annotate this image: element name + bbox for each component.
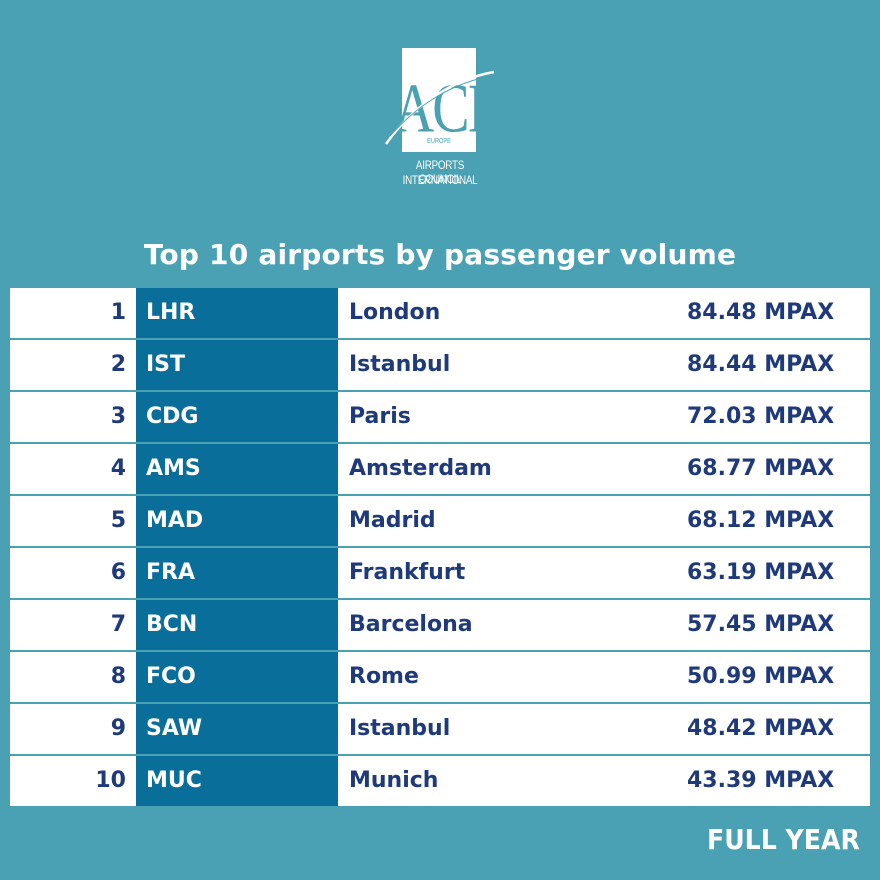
aci-europe-logo: ACI EUROPE AIRPORTS COUNCIL INTERNATIONA… xyxy=(384,44,496,194)
rank-cell: 5 xyxy=(110,508,126,533)
table-row: 5 MAD Madrid 68.12 MPAX xyxy=(10,496,870,546)
city-cell: Paris xyxy=(349,404,411,429)
logo-mark-text: ACI xyxy=(394,70,485,147)
code-cell: FCO xyxy=(136,652,338,702)
aci-logo-mark-icon: ACI xyxy=(384,70,495,147)
pax-cell: 84.48 MPAX xyxy=(687,300,835,325)
logo-box xyxy=(402,48,476,152)
city-cell: Frankfurt xyxy=(349,560,466,585)
code-cell: BCN xyxy=(136,600,338,650)
code-cell: AMS xyxy=(136,444,338,494)
code-cell: IST xyxy=(136,340,338,390)
page-title: Top 10 airports by passenger volume xyxy=(143,238,737,271)
logo-org-line1: AIRPORTS COUNCIL xyxy=(415,158,465,186)
airports-table: 1 LHR London 84.48 MPAX 2 IST Istanbul 8… xyxy=(10,288,870,808)
pax-cell: 84.44 MPAX xyxy=(687,352,835,377)
rank-cell: 10 xyxy=(95,768,126,793)
pax-cell: 43.39 MPAX xyxy=(687,768,835,793)
table-row: 10 MUC Munich 43.39 MPAX xyxy=(10,756,870,806)
rank-cell: 1 xyxy=(110,300,126,325)
city-cell: Amsterdam xyxy=(349,456,492,481)
pax-cell: 68.77 MPAX xyxy=(687,456,835,481)
logo-region: EUROPE xyxy=(427,138,451,145)
logo-org-line2: INTERNATIONAL xyxy=(402,173,478,187)
rank-cell: 7 xyxy=(110,612,126,637)
code-cell: LHR xyxy=(136,288,338,338)
table-row: 7 BCN Barcelona 57.45 MPAX xyxy=(10,600,870,650)
code-cell: MAD xyxy=(136,496,338,546)
table-row: 9 SAW Istanbul 48.42 MPAX xyxy=(10,704,870,754)
city-cell: London xyxy=(349,300,441,325)
pax-cell: 63.19 MPAX xyxy=(687,560,835,585)
rank-cell: 3 xyxy=(110,404,126,429)
table-row: 3 CDG Paris 72.03 MPAX xyxy=(10,392,870,442)
pax-cell: 68.12 MPAX xyxy=(687,508,835,533)
table-row: 1 LHR London 84.48 MPAX xyxy=(10,288,870,338)
code-cell: MUC xyxy=(136,756,338,806)
table-row: 4 AMS Amsterdam 68.77 MPAX xyxy=(10,444,870,494)
city-cell: Madrid xyxy=(349,508,436,533)
pax-cell: 48.42 MPAX xyxy=(687,716,835,741)
rank-cell: 8 xyxy=(110,664,126,689)
rank-cell: 4 xyxy=(110,456,126,481)
code-cell: CDG xyxy=(136,392,338,442)
code-cell: FRA xyxy=(136,548,338,598)
city-cell: Barcelona xyxy=(349,612,473,637)
city-cell: Rome xyxy=(349,664,419,689)
table-row: 6 FRA Frankfurt 63.19 MPAX xyxy=(10,548,870,598)
rank-cell: 2 xyxy=(110,352,126,377)
table-row: 8 FCO Rome 50.99 MPAX xyxy=(10,652,870,702)
pax-cell: 57.45 MPAX xyxy=(687,612,835,637)
rank-cell: 6 xyxy=(110,560,126,585)
period-label: FULL YEAR xyxy=(707,823,860,856)
city-cell: Munich xyxy=(349,768,439,793)
rank-cell: 9 xyxy=(110,716,126,741)
city-cell: Istanbul xyxy=(349,352,451,377)
pax-cell: 72.03 MPAX xyxy=(687,404,835,429)
table-row: 2 IST Istanbul 84.44 MPAX xyxy=(10,340,870,390)
code-cell: SAW xyxy=(136,704,338,754)
city-cell: Istanbul xyxy=(349,716,451,741)
pax-cell: 50.99 MPAX xyxy=(687,664,835,689)
